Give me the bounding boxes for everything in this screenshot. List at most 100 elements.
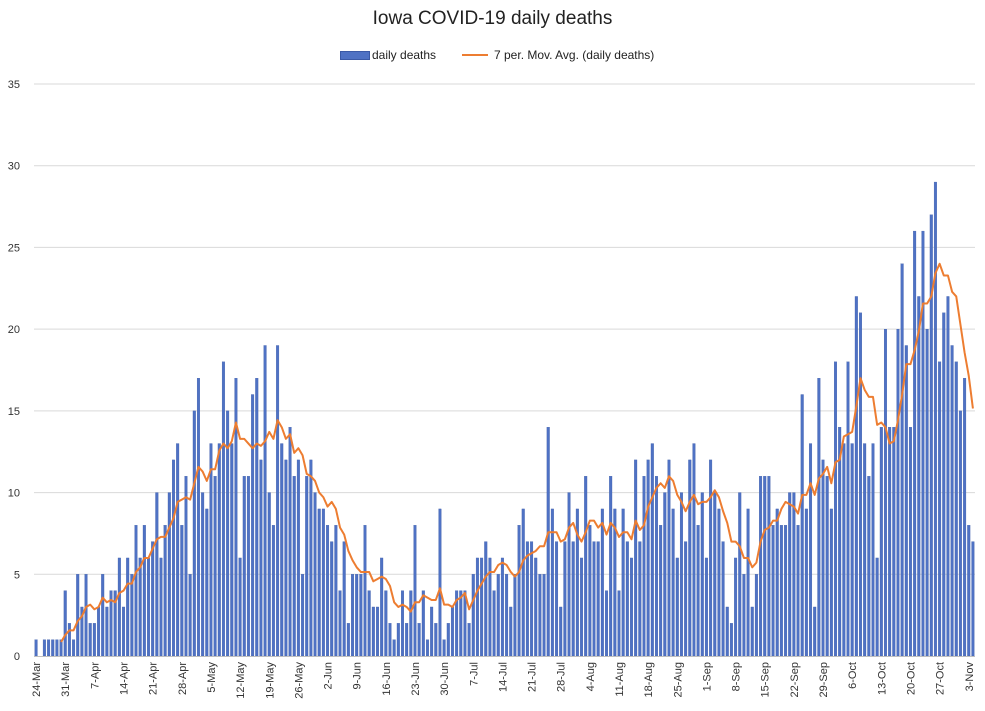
- bar: [771, 525, 775, 657]
- bar: [775, 508, 779, 657]
- bar: [609, 476, 613, 657]
- chart-title: Iowa COVID-19 daily deaths: [372, 8, 613, 29]
- y-tick-label: 25: [8, 242, 20, 254]
- bar: [763, 476, 767, 657]
- bar: [130, 574, 134, 657]
- bar: [954, 361, 958, 657]
- bar: [67, 623, 71, 657]
- bar: [654, 476, 658, 657]
- bar: [246, 476, 250, 657]
- bar: [342, 541, 346, 657]
- bar: [201, 492, 205, 657]
- x-tick-label: 20-Oct: [905, 662, 917, 695]
- x-tick-label: 9-Jun: [352, 662, 364, 690]
- bar: [76, 574, 80, 657]
- legend: daily deaths 7 per. Mov. Avg. (daily dea…: [0, 48, 985, 64]
- x-tick-label: 27-Oct: [935, 662, 947, 695]
- bar: [863, 443, 867, 657]
- bar: [309, 459, 313, 657]
- bar: [867, 476, 871, 657]
- bar: [621, 508, 625, 657]
- bar: [817, 378, 821, 657]
- bar: [334, 525, 338, 657]
- bar: [500, 557, 504, 657]
- bar: [434, 623, 438, 657]
- x-tick-label: 26-May: [293, 662, 305, 699]
- bar: [88, 623, 92, 657]
- bar: [779, 525, 783, 657]
- bar: [659, 525, 663, 657]
- bar: [875, 557, 879, 657]
- bar: [746, 508, 750, 657]
- bar: [908, 427, 912, 657]
- bar: [413, 525, 417, 657]
- bar: [409, 590, 413, 657]
- bar: [888, 427, 892, 657]
- bar: [388, 623, 392, 657]
- bar: [625, 541, 629, 657]
- bar: [563, 541, 567, 657]
- bar: [967, 525, 971, 657]
- bar: [588, 525, 592, 657]
- bar: [767, 476, 771, 657]
- x-tick-label: 3-Nov: [964, 662, 976, 692]
- y-tick-label: 30: [8, 161, 20, 173]
- bar: [238, 557, 242, 657]
- bar: [192, 410, 196, 657]
- x-tick-label: 11-Aug: [614, 662, 626, 697]
- bar: [725, 606, 729, 657]
- bar: [496, 574, 500, 657]
- bar: [596, 541, 600, 657]
- bar: [459, 590, 463, 657]
- bar: [929, 214, 933, 657]
- bar: [525, 541, 529, 657]
- bar: [321, 508, 325, 657]
- bar: [700, 492, 704, 657]
- bar: [301, 574, 305, 657]
- bar: [430, 606, 434, 657]
- x-tick-label: 4-Aug: [585, 662, 597, 691]
- x-tick-label: 13-Oct: [876, 662, 888, 695]
- bar: [296, 459, 300, 657]
- bar: [188, 574, 192, 657]
- bar: [792, 492, 796, 657]
- bar: [126, 557, 130, 657]
- x-tick-label: 8-Sep: [731, 662, 743, 691]
- bar: [796, 525, 800, 657]
- x-tick-label: 7-Jul: [468, 662, 480, 686]
- bar: [242, 476, 246, 657]
- bar: [230, 443, 234, 657]
- bar: [117, 557, 121, 657]
- bar: [883, 328, 887, 657]
- bar: [842, 443, 846, 657]
- bar: [971, 541, 975, 657]
- bar: [679, 492, 683, 657]
- bar: [155, 492, 159, 657]
- bar: [904, 345, 908, 657]
- bar: [800, 394, 804, 657]
- bar: [147, 557, 150, 657]
- bar: [834, 361, 837, 657]
- y-tick-label: 5: [14, 569, 20, 581]
- legend-item-bars: daily deaths: [340, 48, 436, 62]
- bar: [580, 557, 584, 657]
- bar: [284, 459, 288, 657]
- x-tick-label: 15-Sep: [760, 662, 772, 697]
- bar: [517, 525, 521, 657]
- bar: [696, 525, 700, 657]
- bar: [663, 492, 667, 657]
- bar: [717, 508, 721, 657]
- bar: [675, 557, 679, 657]
- bar: [276, 345, 280, 657]
- bar: [950, 345, 954, 657]
- x-tick-label: 14-Apr: [119, 662, 131, 695]
- bar: [738, 492, 742, 657]
- x-tick-label: 2-Jun: [323, 662, 335, 690]
- bar: [163, 525, 167, 657]
- bar: [709, 459, 713, 657]
- bar: [51, 639, 55, 657]
- bar: [854, 296, 858, 657]
- x-tick-label: 12-May: [235, 662, 247, 699]
- x-tick-label: 28-Apr: [177, 662, 189, 695]
